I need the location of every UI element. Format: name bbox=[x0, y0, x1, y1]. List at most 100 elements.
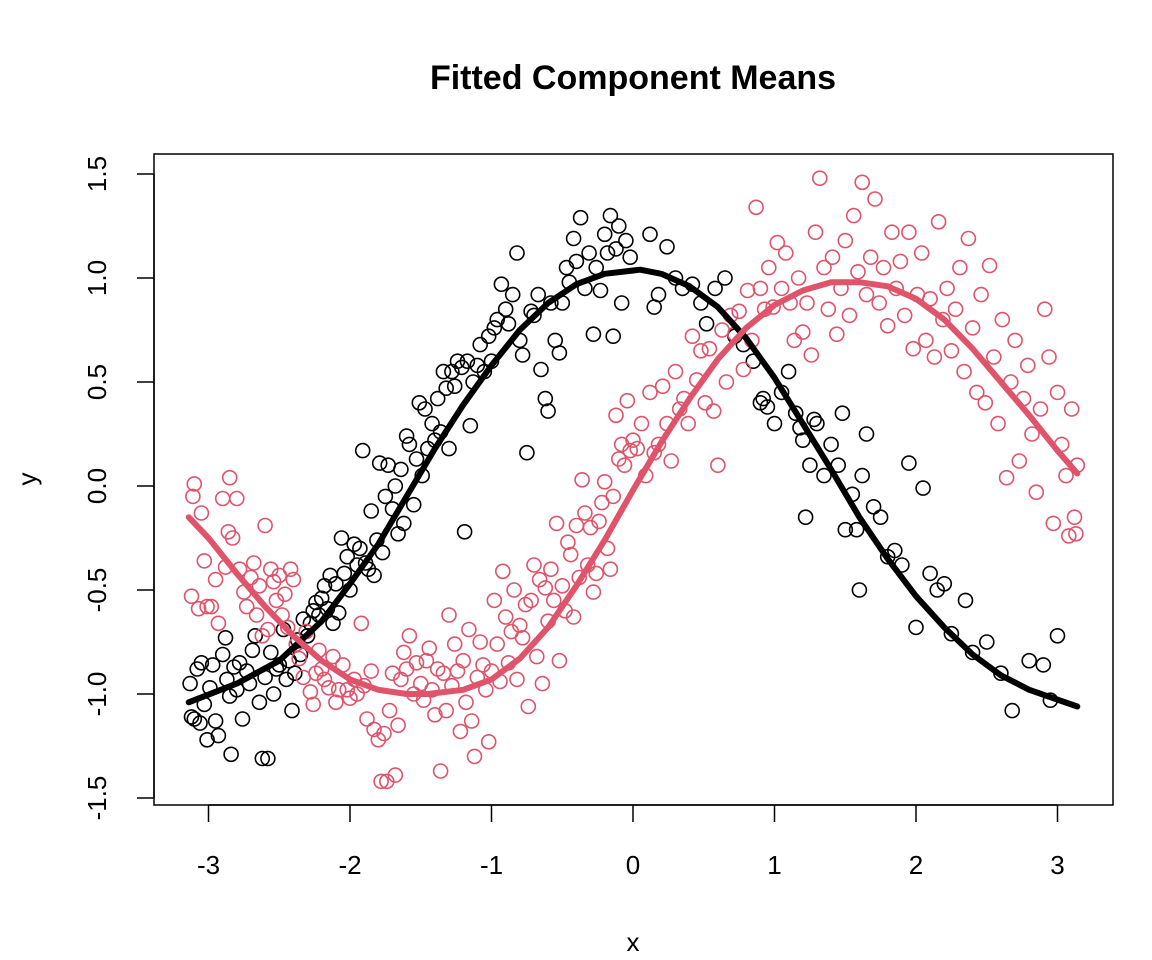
data-point bbox=[540, 403, 556, 419]
data-point bbox=[714, 322, 730, 338]
data-point bbox=[1068, 525, 1084, 542]
chart-title: Fitted Component Means bbox=[430, 59, 836, 97]
data-point bbox=[432, 763, 449, 779]
data-point bbox=[605, 328, 622, 345]
data-point bbox=[806, 411, 822, 428]
data-point bbox=[802, 457, 818, 474]
data-point bbox=[330, 681, 347, 698]
data-point bbox=[1063, 401, 1080, 417]
data-point bbox=[1049, 384, 1066, 401]
data-point bbox=[820, 301, 837, 318]
data-point bbox=[596, 226, 613, 243]
data-point bbox=[710, 457, 726, 474]
data-point bbox=[915, 480, 931, 496]
data-point bbox=[528, 648, 545, 665]
points-layer bbox=[182, 170, 1086, 790]
data-point bbox=[968, 384, 985, 401]
data-point bbox=[892, 253, 909, 270]
data-point bbox=[514, 347, 531, 363]
data-point bbox=[943, 342, 960, 359]
data-point bbox=[265, 686, 282, 702]
data-point bbox=[663, 453, 680, 469]
data-point bbox=[418, 652, 435, 669]
data-point bbox=[862, 249, 879, 266]
data-point bbox=[325, 648, 341, 665]
data-point bbox=[693, 342, 709, 359]
data-point bbox=[872, 509, 889, 526]
y-tick-label: -1.5 bbox=[82, 776, 112, 821]
data-point bbox=[246, 555, 262, 571]
data-point bbox=[486, 592, 503, 609]
data-point bbox=[816, 259, 832, 276]
data-point bbox=[777, 245, 794, 261]
data-point bbox=[456, 523, 473, 540]
data-point bbox=[790, 270, 807, 286]
y-axis-label: y bbox=[12, 473, 42, 486]
x-tick-label: 2 bbox=[909, 850, 923, 880]
data-point bbox=[251, 694, 268, 711]
data-point bbox=[718, 374, 735, 390]
data-point bbox=[363, 503, 380, 519]
data-point bbox=[390, 525, 406, 542]
data-point bbox=[405, 496, 422, 513]
data-point bbox=[884, 224, 900, 240]
data-point bbox=[608, 241, 624, 257]
data-point bbox=[519, 444, 535, 461]
data-point bbox=[577, 505, 593, 521]
data-point bbox=[850, 263, 866, 280]
data-point bbox=[449, 663, 466, 679]
data-point bbox=[531, 571, 548, 588]
data-point bbox=[731, 303, 747, 320]
data-point bbox=[214, 490, 231, 507]
data-point bbox=[295, 669, 312, 686]
data-point bbox=[401, 627, 418, 644]
data-point bbox=[981, 257, 998, 274]
data-point bbox=[752, 280, 769, 297]
data-point bbox=[381, 702, 398, 719]
data-point bbox=[466, 748, 483, 765]
data-point bbox=[998, 469, 1015, 486]
data-point bbox=[978, 634, 995, 650]
data-point bbox=[393, 461, 409, 478]
data-point bbox=[565, 230, 582, 247]
data-point bbox=[523, 592, 539, 609]
data-point bbox=[568, 517, 585, 534]
x-tick-label: -2 bbox=[338, 850, 361, 880]
data-point bbox=[408, 451, 425, 467]
data-point bbox=[282, 561, 299, 578]
data-point bbox=[543, 561, 559, 578]
data-point bbox=[500, 315, 517, 332]
data-point bbox=[625, 432, 641, 449]
data-point bbox=[520, 698, 537, 715]
data-point bbox=[387, 767, 404, 783]
data-point bbox=[1032, 401, 1049, 417]
data-point bbox=[905, 340, 922, 357]
y-tick-label: 0.0 bbox=[82, 468, 112, 504]
data-point bbox=[526, 557, 542, 573]
data-point bbox=[773, 280, 790, 297]
data-point bbox=[1021, 652, 1037, 669]
data-point bbox=[554, 577, 571, 594]
data-point bbox=[879, 317, 896, 334]
data-point bbox=[316, 671, 333, 688]
data-point bbox=[214, 646, 231, 663]
data-point bbox=[1058, 467, 1074, 484]
data-point bbox=[926, 349, 943, 365]
data-point bbox=[588, 565, 605, 582]
data-point bbox=[190, 600, 207, 617]
data-point bbox=[545, 592, 562, 609]
data-point bbox=[461, 621, 477, 638]
data-point bbox=[1035, 657, 1052, 673]
data-point bbox=[572, 209, 589, 226]
data-point bbox=[599, 245, 616, 261]
data-point bbox=[1004, 702, 1021, 719]
data-point bbox=[533, 361, 549, 378]
data-point bbox=[811, 170, 828, 186]
point-series-1 bbox=[182, 207, 1066, 767]
data-point bbox=[807, 224, 824, 240]
data-point bbox=[183, 588, 200, 605]
data-point bbox=[302, 684, 319, 700]
data-point bbox=[435, 363, 452, 380]
data-point bbox=[759, 399, 776, 415]
